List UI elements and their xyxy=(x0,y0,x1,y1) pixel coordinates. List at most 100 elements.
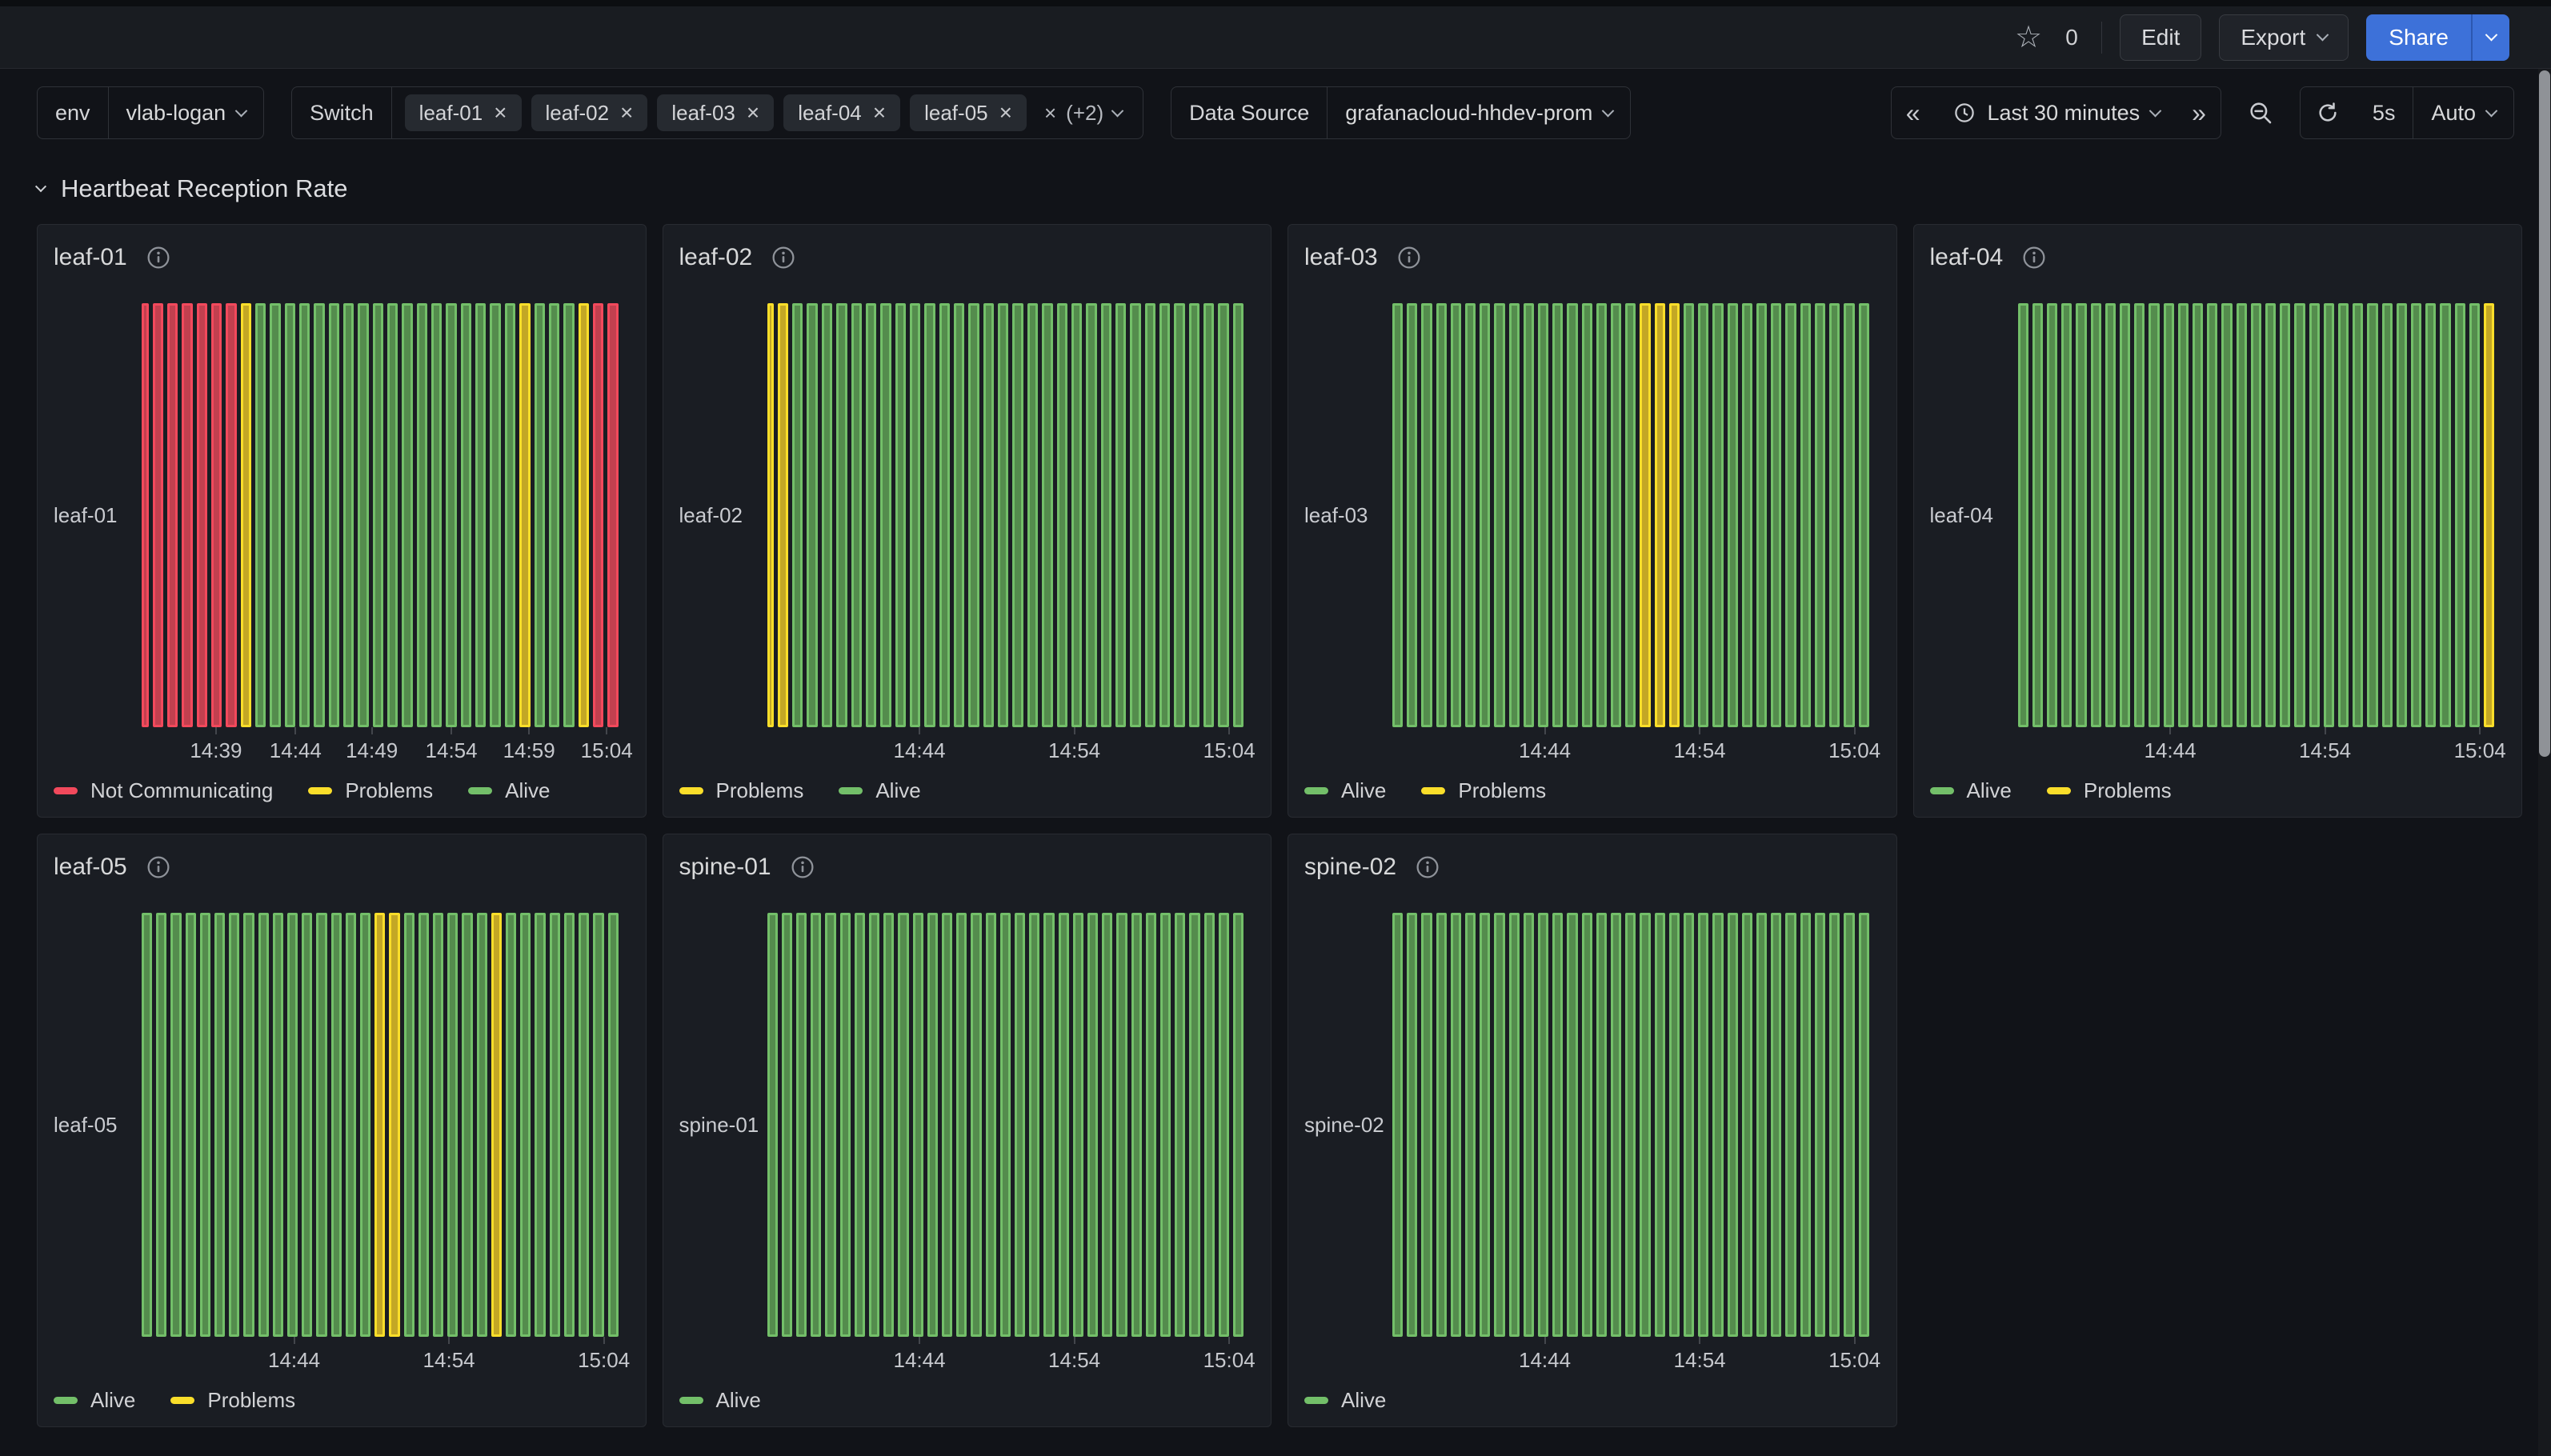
panel-title[interactable]: spine-01 xyxy=(679,854,771,880)
switch-chip-leaf-01[interactable]: leaf-01 × xyxy=(404,94,522,131)
time-shift-forward-button[interactable]: » xyxy=(2177,87,2221,138)
chip-remove-icon[interactable]: × xyxy=(746,100,760,125)
state-bar-green xyxy=(883,913,895,1337)
time-shift-back-button[interactable]: « xyxy=(1892,87,1935,138)
state-bar-green xyxy=(358,303,369,727)
legend-item-green[interactable]: Alive xyxy=(468,778,551,803)
y-axis-label: spine-01 xyxy=(679,1112,759,1137)
info-icon[interactable] xyxy=(146,246,170,270)
legend-item-yellow[interactable]: Problems xyxy=(2046,778,2172,803)
state-bar-green xyxy=(446,303,457,727)
info-icon[interactable] xyxy=(771,246,795,270)
state-bar-green xyxy=(1785,303,1796,727)
state-bar-green xyxy=(939,303,951,727)
state-bar-green xyxy=(2163,303,2174,727)
refresh-group: 5s Auto xyxy=(2299,86,2514,139)
state-bar-green xyxy=(2134,303,2145,727)
state-bar-green xyxy=(1494,913,1505,1337)
legend-item-yellow[interactable]: Problems xyxy=(1421,778,1546,803)
y-axis-label: leaf-03 xyxy=(1304,502,1368,527)
page-scrollbar[interactable] xyxy=(2538,69,2551,1456)
state-bar-green xyxy=(868,913,880,1337)
panel-title[interactable]: leaf-05 xyxy=(54,854,127,880)
x-tick-label: 15:04 xyxy=(1828,1348,1881,1372)
info-icon[interactable] xyxy=(1416,855,1440,879)
time-zoom-out-button[interactable] xyxy=(2236,86,2285,139)
info-icon[interactable] xyxy=(146,855,170,879)
state-bar-green xyxy=(1858,303,1869,727)
favorite-star-icon[interactable]: ☆ xyxy=(2015,20,2043,54)
state-bar-green xyxy=(506,913,517,1337)
x-tick-label: 14:54 xyxy=(425,738,478,762)
refresh-button[interactable] xyxy=(2301,87,2355,138)
state-bar-green xyxy=(2280,303,2291,727)
scrollbar-thumb[interactable] xyxy=(2539,70,2550,757)
legend-item-yellow[interactable]: Problems xyxy=(170,1388,295,1413)
time-range-dropdown[interactable]: Last 30 minutes xyxy=(1935,87,2178,138)
switch-chip-leaf-05[interactable]: leaf-05 × xyxy=(910,94,1027,131)
chevron-down-icon xyxy=(2149,104,2162,117)
env-variable-dropdown[interactable]: vlab-logan xyxy=(107,87,264,138)
refresh-mode-dropdown[interactable]: Auto xyxy=(2413,87,2513,138)
state-bar-green xyxy=(299,303,310,727)
info-icon[interactable] xyxy=(791,855,815,879)
switch-overflow-dropdown[interactable]: × (+2) xyxy=(1036,101,1130,126)
panel-title[interactable]: leaf-01 xyxy=(54,244,127,270)
switch-chip-leaf-02[interactable]: leaf-02 × xyxy=(531,94,648,131)
legend-item-green[interactable]: Alive xyxy=(54,1388,135,1413)
state-bar-green xyxy=(418,913,430,1337)
x-tick-mark xyxy=(606,727,608,734)
state-bar-green xyxy=(1421,303,1432,727)
chip-remove-icon[interactable]: × xyxy=(999,100,1012,125)
legend-item-green[interactable]: Alive xyxy=(679,1388,761,1413)
export-button[interactable]: Export xyxy=(2219,14,2349,61)
state-bar-green xyxy=(229,913,240,1337)
state-bar-green xyxy=(1203,913,1215,1337)
legend-item-green[interactable]: Alive xyxy=(1304,778,1386,803)
chip-remove-icon[interactable]: × xyxy=(494,100,507,125)
legend-item-green[interactable]: Alive xyxy=(1304,1388,1386,1413)
info-icon[interactable] xyxy=(2022,246,2046,270)
share-split-button[interactable]: Share xyxy=(2366,14,2509,61)
row-heartbeat-reception-rate[interactable]: Heartbeat Reception Rate xyxy=(34,174,2551,203)
legend-label: Not Communicating xyxy=(90,778,274,802)
x-tick-mark xyxy=(919,1337,921,1344)
state-bar-green xyxy=(1407,303,1418,727)
legend-item-red[interactable]: Not Communicating xyxy=(54,778,273,803)
x-tick-mark xyxy=(528,727,531,734)
info-icon[interactable] xyxy=(1397,246,1421,270)
legend-item-green[interactable]: Alive xyxy=(1929,778,2012,803)
y-axis-label: spine-02 xyxy=(1304,1112,1384,1137)
state-bar-green xyxy=(156,913,167,1337)
legend-item-yellow[interactable]: Problems xyxy=(308,778,433,803)
chip-remove-icon[interactable]: × xyxy=(872,100,887,125)
share-button[interactable]: Share xyxy=(2366,14,2471,61)
edit-button[interactable]: Edit xyxy=(2120,14,2202,61)
state-bar-green xyxy=(1785,913,1796,1337)
state-bar-green xyxy=(2017,303,2028,727)
switch-chip-leaf-03[interactable]: leaf-03 × xyxy=(657,94,775,131)
share-dropdown-button[interactable] xyxy=(2471,14,2509,61)
refresh-interval-value[interactable]: 5s xyxy=(2372,100,2396,125)
state-bars xyxy=(1392,913,1869,1337)
legend-item-yellow[interactable]: Problems xyxy=(679,778,803,803)
chip-remove-icon[interactable]: × xyxy=(620,100,634,125)
chip-label: leaf-04 xyxy=(798,100,862,125)
refresh-icon xyxy=(2319,102,2337,122)
panel-title[interactable]: leaf-04 xyxy=(1929,244,2004,270)
legend-item-green[interactable]: Alive xyxy=(839,778,921,803)
state-bar-green xyxy=(983,303,995,727)
panel-title[interactable]: spine-02 xyxy=(1304,854,1397,880)
legend-swatch xyxy=(1421,787,1446,794)
x-tick-label: 15:04 xyxy=(1203,738,1255,762)
state-bar-green xyxy=(1115,303,1127,727)
datasource-dropdown[interactable]: grafanacloud-hhdev-prom xyxy=(1327,87,1630,138)
datasource-label: Data Source xyxy=(1189,100,1310,125)
state-bar-green xyxy=(1523,303,1535,727)
panel-title[interactable]: leaf-02 xyxy=(679,244,753,270)
state-bar-green xyxy=(1450,303,1462,727)
panel-title[interactable]: leaf-03 xyxy=(1304,244,1378,270)
switch-chip-leaf-04[interactable]: leaf-04 × xyxy=(783,94,901,131)
clear-all-icon[interactable]: × xyxy=(1043,100,1057,125)
x-tick-mark xyxy=(1544,1337,1546,1344)
